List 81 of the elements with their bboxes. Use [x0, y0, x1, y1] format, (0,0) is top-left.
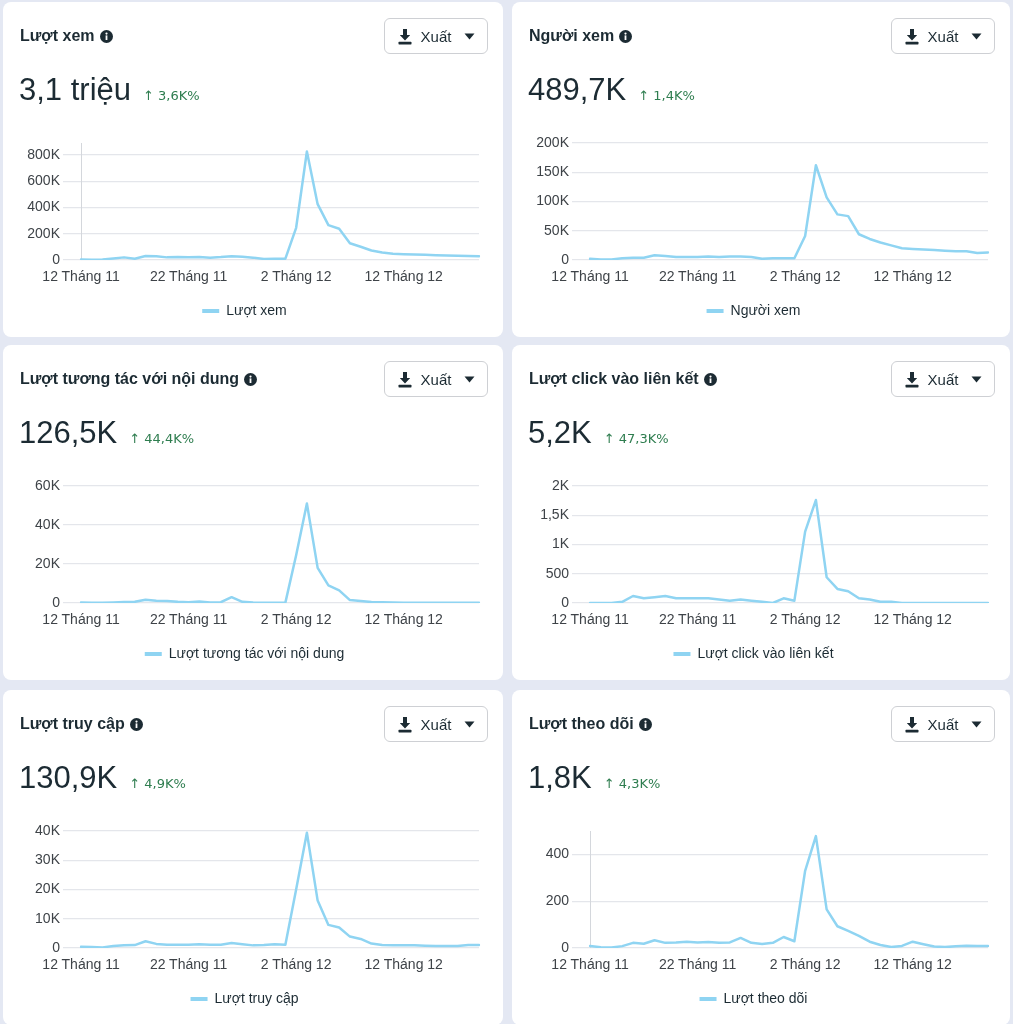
x-tick-label: 12 Tháng 11	[42, 956, 120, 973]
text: ↑ 4,9K%	[129, 776, 186, 791]
x-tick-label: 22 Tháng 11	[149, 611, 228, 628]
y-tick-label: 1K	[551, 535, 570, 552]
y-tick-label: 0	[52, 938, 61, 955]
y-tick-label: 20K	[35, 880, 61, 897]
y-tick-label: 0	[561, 593, 570, 610]
y-tick-label: 0	[52, 250, 61, 267]
text: Xuất	[420, 715, 452, 733]
legend-label: Lượt xem	[226, 301, 287, 318]
text: ↑ 3,6K%	[143, 88, 200, 103]
x-tick-label: 12 Tháng 12	[873, 268, 953, 285]
chart-subtitle: 1,8K	[528, 760, 592, 796]
x-tick-label: 2 Tháng 12	[260, 956, 332, 973]
chart-subtitle: 3,1 triệu	[19, 72, 132, 108]
y-tick-label: 200	[545, 892, 570, 909]
text: ↑ 47,3K%	[603, 431, 669, 446]
text: Xuất	[420, 370, 452, 388]
chart-title: Lượt xem	[20, 27, 95, 45]
y-tick-label: 400	[545, 845, 570, 862]
y-tick-label: 800K	[27, 145, 61, 162]
text: ↑ 1,4K%	[638, 88, 695, 103]
legend-label: Lượt tương tác với nội dung	[168, 644, 345, 661]
legend-label: Lượt truy cập	[214, 989, 299, 1006]
y-tick-label: 150K	[536, 163, 570, 180]
y-tick-label: 600K	[27, 171, 61, 188]
x-tick-label: 12 Tháng 11	[551, 268, 629, 285]
y-tick-label: 100K	[536, 192, 570, 209]
y-tick-label: 30K	[35, 851, 61, 868]
text: Xuất	[927, 27, 959, 45]
y-tick-label: 0	[52, 593, 61, 610]
x-tick-label: 2 Tháng 12	[769, 611, 841, 628]
x-tick-label: 12 Tháng 12	[873, 956, 953, 973]
y-tick-label: 40K	[35, 821, 61, 838]
x-tick-label: 22 Tháng 11	[658, 611, 737, 628]
y-tick-label: 20K	[35, 554, 61, 571]
y-tick-label: 1,5K	[540, 506, 570, 523]
y-tick-label: 0	[561, 250, 570, 267]
chart-title: Lượt tương tác với nội dung	[20, 370, 240, 388]
text: Xuất	[927, 715, 959, 733]
x-tick-label: 22 Tháng 11	[149, 268, 228, 285]
text: Xuất	[420, 27, 452, 45]
x-tick-label: 22 Tháng 11	[149, 956, 228, 973]
chart-title: Lượt click vào liên kết	[529, 370, 699, 388]
y-tick-label: 400K	[27, 198, 61, 215]
x-tick-label: 12 Tháng 12	[873, 611, 953, 628]
y-tick-label: 500	[545, 564, 570, 581]
y-tick-label: 200K	[27, 224, 61, 241]
y-tick-label: 0	[561, 938, 570, 955]
x-tick-label: 2 Tháng 12	[260, 611, 332, 628]
chart-subtitle: 126,5K	[19, 415, 118, 451]
x-tick-label: 2 Tháng 12	[260, 268, 332, 285]
y-tick-label: 50K	[544, 221, 570, 238]
text: Xuất	[927, 370, 959, 388]
x-tick-label: 22 Tháng 11	[658, 956, 737, 973]
x-tick-label: 12 Tháng 11	[551, 611, 629, 628]
x-tick-label: 2 Tháng 12	[769, 268, 841, 285]
x-tick-label: 12 Tháng 12	[364, 611, 444, 628]
x-tick-label: 22 Tháng 11	[658, 268, 737, 285]
x-tick-label: 12 Tháng 11	[42, 268, 120, 285]
legend-label: Người xem	[730, 301, 801, 318]
x-tick-label: 12 Tháng 12	[364, 268, 444, 285]
x-tick-label: 12 Tháng 11	[551, 956, 629, 973]
chart-title: Người xem	[529, 27, 615, 45]
y-tick-label: 200K	[536, 133, 570, 150]
chart-subtitle: 489,7K	[528, 72, 627, 108]
y-tick-label: 40K	[35, 515, 61, 532]
chart-title: Lượt theo dõi	[529, 715, 634, 733]
chart-title: Lượt truy cập	[20, 715, 125, 733]
x-tick-label: 12 Tháng 12	[364, 956, 444, 973]
text: ↑ 4,3K%	[603, 776, 661, 791]
text: ↑ 44,4K%	[129, 431, 195, 446]
y-tick-label: 60K	[35, 476, 61, 493]
legend-label: Lượt theo dõi	[723, 989, 808, 1006]
x-tick-label: 2 Tháng 12	[769, 956, 841, 973]
chart-subtitle: 5,2K	[528, 415, 592, 451]
x-tick-label: 12 Tháng 11	[42, 611, 120, 628]
chart-subtitle: 130,9K	[19, 760, 118, 796]
y-tick-label: 2K	[551, 476, 570, 493]
legend-label: Lượt click vào liên kết	[697, 644, 834, 661]
y-tick-label: 10K	[35, 909, 61, 926]
